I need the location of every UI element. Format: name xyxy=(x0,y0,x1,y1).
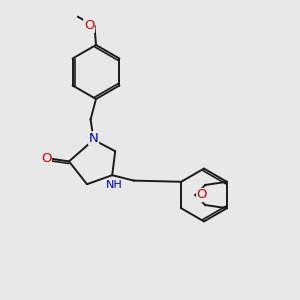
Text: O: O xyxy=(41,152,51,164)
Text: O: O xyxy=(84,19,94,32)
Text: O: O xyxy=(197,188,207,202)
Text: NH: NH xyxy=(106,180,123,190)
Text: N: N xyxy=(89,132,98,145)
